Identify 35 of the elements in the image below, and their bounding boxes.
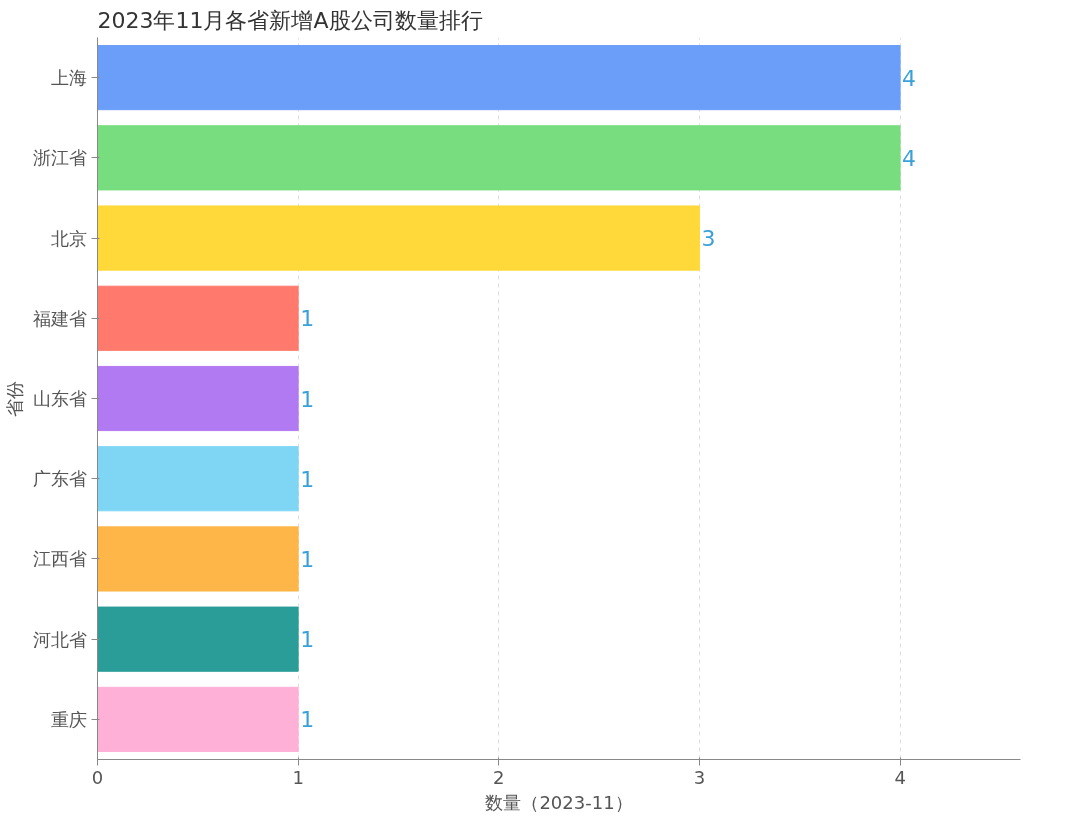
y-tick-label: 福建省 [32, 307, 87, 329]
bar [97, 686, 299, 752]
y-tick-label: 江西省 [32, 548, 87, 570]
y-tick-label: 北京 [50, 227, 87, 249]
data-label: 1 [300, 466, 315, 492]
x-axis-title: 数量（2023-11） [485, 791, 633, 813]
bar [97, 365, 299, 432]
y-tick-label: 重庆 [50, 708, 87, 730]
y-tick-label: 浙江省 [32, 147, 87, 169]
bar [97, 446, 299, 512]
y-axis-title: 省份 [3, 380, 25, 417]
bar [97, 285, 299, 351]
bar [97, 526, 299, 592]
y-tick-label: 山东省 [32, 388, 87, 409]
data-label: 1 [300, 546, 315, 572]
bar [97, 45, 901, 111]
y-tick-label: 河北省 [32, 628, 87, 650]
data-label: 3 [701, 226, 716, 252]
data-label: 4 [902, 145, 917, 171]
bar [97, 606, 299, 672]
bar [97, 205, 700, 271]
data-label: 1 [300, 386, 315, 412]
x-tick-label: 4 [894, 766, 906, 788]
data-label: 1 [300, 707, 315, 733]
x-tick-label: 2 [493, 766, 505, 788]
data-label: 4 [902, 65, 917, 91]
data-label: 1 [300, 627, 315, 653]
x-tick-label: 0 [91, 766, 104, 788]
data-label: 1 [300, 306, 315, 332]
x-tick-label: 1 [292, 766, 304, 788]
chart-title: 2023年11月各省新增A股公司数量排行 [97, 7, 483, 33]
y-tick-label: 广东省 [32, 468, 87, 490]
bar [97, 125, 901, 191]
y-tick-label: 上海 [50, 67, 87, 89]
x-tick-label: 3 [693, 766, 706, 788]
